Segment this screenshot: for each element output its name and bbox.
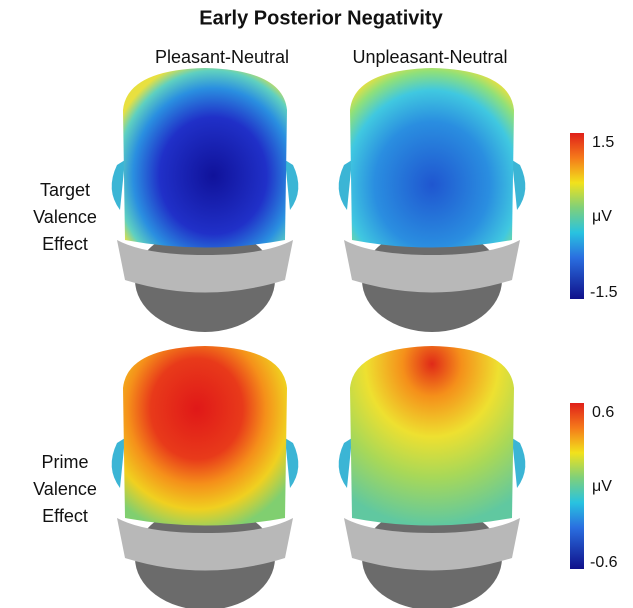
colorbar — [570, 133, 584, 299]
scalp-map — [111, 346, 299, 608]
column-header: Pleasant-Neutral — [155, 47, 289, 67]
colorbar-unit: μV — [592, 208, 612, 225]
colorbar-min: -1.5 — [590, 284, 618, 301]
scalp-map — [338, 68, 526, 332]
figure-title: Early Posterior Negativity — [199, 7, 443, 29]
row-label: Target — [40, 180, 90, 200]
row-label: Valence — [33, 207, 97, 227]
row-label: Effect — [42, 506, 88, 526]
scalp-map — [338, 346, 526, 608]
colorbar-unit: μV — [592, 478, 612, 495]
row-label: Effect — [42, 234, 88, 254]
row-label: Valence — [33, 479, 97, 499]
colorbar-max: 1.5 — [592, 134, 614, 151]
row-label: Prime — [41, 452, 88, 472]
colorbar — [570, 403, 584, 569]
scalp-map — [111, 68, 299, 332]
column-header: Unpleasant-Neutral — [352, 47, 507, 67]
colorbar-max: 0.6 — [592, 404, 614, 421]
colorbar-min: -0.6 — [590, 554, 618, 571]
